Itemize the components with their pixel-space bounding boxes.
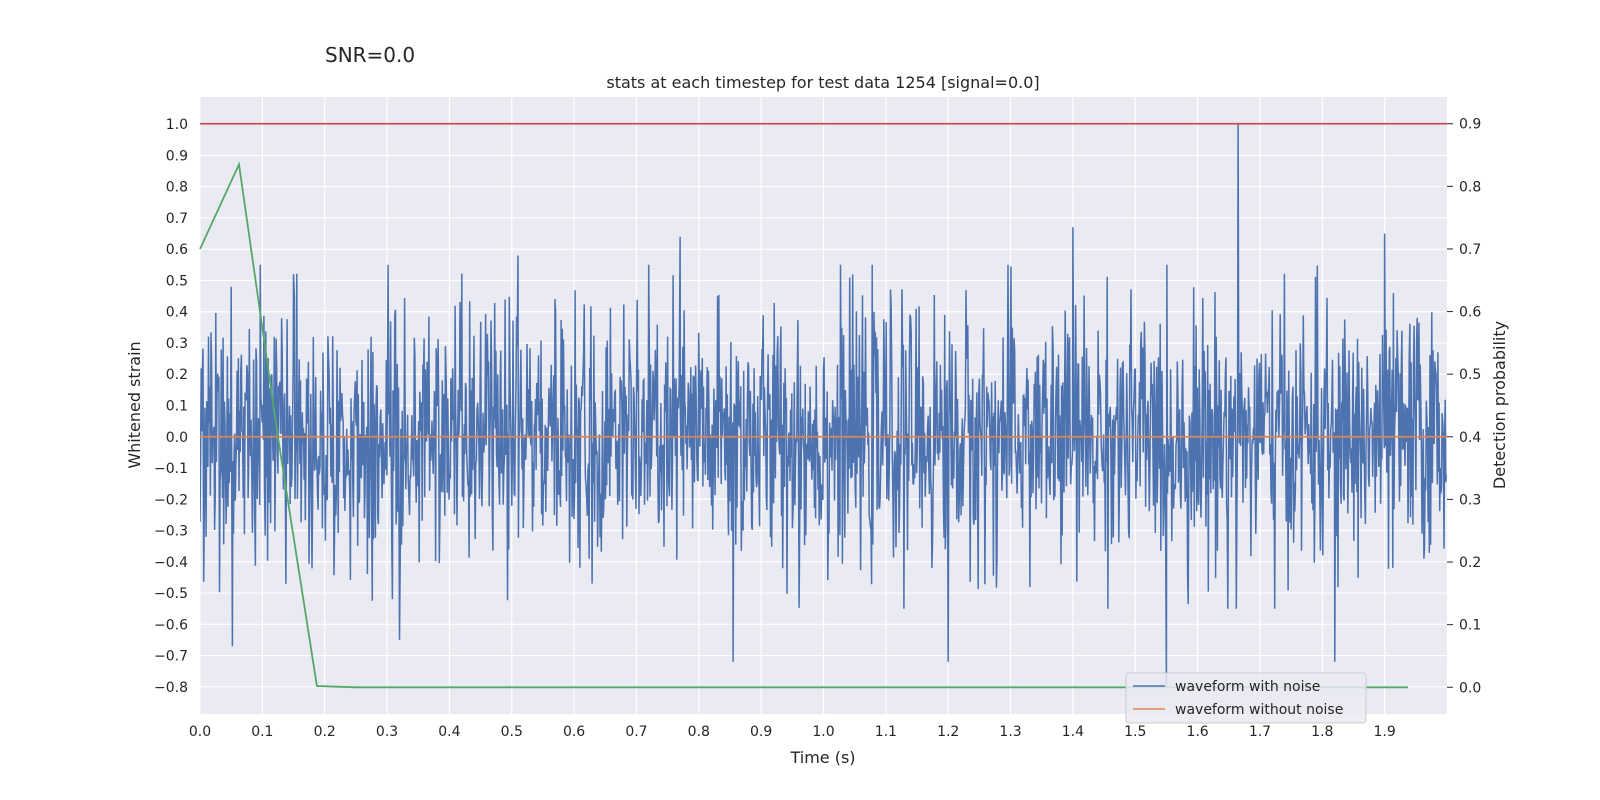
y-tick-label: 0.7 — [166, 211, 188, 227]
legend: waveform with noise waveform without noi… — [1125, 672, 1367, 724]
suptitle: SNR=0.0 — [325, 43, 415, 67]
x-tick-label: 1.0 — [812, 724, 834, 740]
x-tick-label: 0.3 — [376, 724, 398, 740]
x-tick-label: 1.8 — [1311, 724, 1333, 740]
y-tick-label: −0.8 — [154, 680, 188, 696]
series-waveform-with-noise — [200, 124, 1447, 687]
legend-label-noise: waveform with noise — [1175, 679, 1320, 695]
y-tick-label: 0.1 — [166, 399, 188, 415]
x-tick-label: 0.0 — [189, 724, 211, 740]
legend-label-clean: waveform without noise — [1175, 702, 1343, 718]
x-tick-label: 0.6 — [563, 724, 585, 740]
x-tick-label: 0.4 — [438, 724, 460, 740]
y2-tick-label: 0.6 — [1459, 305, 1481, 321]
x-tick-label: 1.2 — [937, 724, 959, 740]
y-tick-label: −0.3 — [154, 524, 188, 540]
y2-tick-label: 0.2 — [1459, 555, 1481, 571]
y2-tick-label: 0.4 — [1459, 430, 1481, 446]
y-tick-label: 0.0 — [166, 430, 188, 446]
x-tick-label: 0.2 — [314, 724, 336, 740]
chart-title: stats at each timestep for test data 125… — [606, 73, 1039, 92]
y-tick-label: 1.0 — [166, 117, 188, 133]
y-tick-label: −0.7 — [154, 649, 188, 665]
y-tick-label: 0.2 — [166, 367, 188, 383]
y-tick-label: 0.3 — [166, 336, 188, 352]
y-tick-label: 0.4 — [166, 305, 188, 321]
y-tick-label: −0.1 — [154, 461, 188, 477]
y-tick-label: −0.4 — [154, 555, 188, 571]
y2-tick-label: 0.8 — [1459, 179, 1481, 195]
y2-tick-label: 0.0 — [1459, 680, 1481, 696]
x-tick-label: 0.8 — [688, 724, 710, 740]
series-layer — [199, 122, 1447, 689]
x-tick-label: 0.5 — [501, 724, 523, 740]
y-tick-label: 0.9 — [166, 148, 188, 164]
y2-tick-label: 0.5 — [1459, 367, 1481, 383]
series-detection-probability — [199, 161, 1408, 689]
y-tick-label: −0.2 — [154, 492, 188, 508]
x-axis-label: Time (s) — [789, 748, 855, 767]
y2-tick-label: 0.3 — [1459, 492, 1481, 508]
y-axis-label: Whitened strain — [125, 341, 144, 468]
ticks: 0.0 0.1 0.2 0.3 0.4 0.5 0.6 0.7 0.8 0.9 1.0 1.1 1.2 1… — [154, 117, 1481, 740]
x-tick-label: 1.4 — [1062, 724, 1084, 740]
y-tick-label: 0.8 — [166, 180, 188, 196]
y2-tick-label: 0.7 — [1459, 242, 1481, 258]
x-tick-label: 0.7 — [625, 724, 647, 740]
x-tick-label: 1.6 — [1186, 724, 1208, 740]
y2-tick-label: 0.1 — [1459, 618, 1481, 634]
x-tick-label: 1.7 — [1249, 724, 1271, 740]
legend-box — [1125, 672, 1367, 724]
x-tick-label: 1.1 — [875, 724, 897, 740]
y2-tick-label: 0.9 — [1459, 117, 1481, 133]
x-tick-label: 1.3 — [999, 724, 1021, 740]
y-tick-label: 0.6 — [166, 242, 188, 258]
y-tick-label: −0.5 — [154, 586, 188, 602]
y-tick-label: 0.5 — [166, 273, 188, 289]
x-tick-label: 0.9 — [750, 724, 772, 740]
x-tick-label: 1.9 — [1374, 724, 1396, 740]
y-tick-label: −0.6 — [154, 617, 188, 633]
x-tick-label: 0.1 — [251, 724, 273, 740]
y2-axis-label: Detection probability — [1490, 321, 1509, 489]
x-tick-label: 1.5 — [1124, 724, 1146, 740]
